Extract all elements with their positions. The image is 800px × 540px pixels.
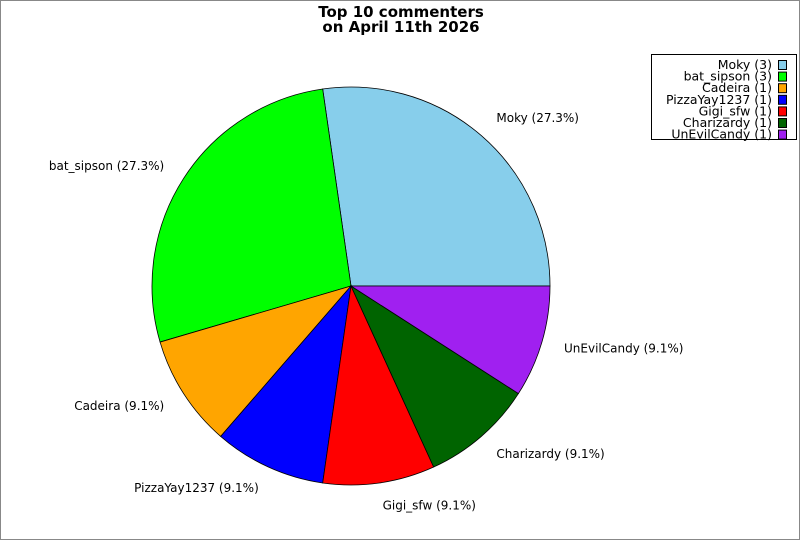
legend-entry: UnEvilCandy (1)	[671, 127, 772, 142]
legend-swatch	[778, 94, 787, 105]
legend-entry: Charizardy (1)	[683, 115, 772, 130]
legend-swatch	[778, 106, 787, 117]
chart-title-line1: Top 10 commenters	[318, 3, 484, 21]
pie-slice-gigi_sfw	[322, 284, 435, 486]
slice-label: Moky (27.3%)	[496, 111, 579, 125]
legend-swatch	[778, 118, 787, 128]
legend-entry: Cadeira (1)	[702, 80, 772, 95]
legend-entry: Gigi_sfw (1)	[699, 103, 772, 118]
slice-label: Charizardy (9.1%)	[496, 447, 604, 461]
legend-box	[651, 54, 797, 140]
pie-slice-cadeira	[159, 285, 353, 437]
legend-swatch	[778, 60, 787, 70]
slice-label: Gigi_sfw (9.1%)	[383, 499, 476, 513]
legend-swatch	[778, 71, 787, 82]
pie-slice-pizzayay1237	[220, 284, 352, 484]
pie-slice-unevilcandy	[349, 285, 551, 395]
legend-swatch	[778, 83, 787, 94]
legend-entry: PizzaYay1237 (1)	[666, 92, 772, 107]
slice-label: UnEvilCandy (9.1%)	[564, 342, 683, 356]
legend-swatch	[778, 129, 787, 140]
slice-label: PizzaYay1237 (9.1%)	[134, 481, 259, 495]
slice-label: Cadeira (9.1%)	[74, 399, 164, 413]
slice-label: bat_sipson (27.3%)	[49, 159, 164, 173]
legend-entry: Moky (3)	[718, 57, 772, 72]
legend-entry: bat_sipson (3)	[684, 69, 772, 84]
chart-title-line2: on April 11th 2026	[322, 18, 479, 36]
pie-slice-moky	[322, 86, 551, 287]
legend: Moky (3)bat_sipson (3)Cadeira (1)PizzaYa…	[651, 54, 797, 142]
pie-slice-charizardy	[350, 284, 519, 468]
pie-slice-bat_sipson	[151, 88, 352, 343]
